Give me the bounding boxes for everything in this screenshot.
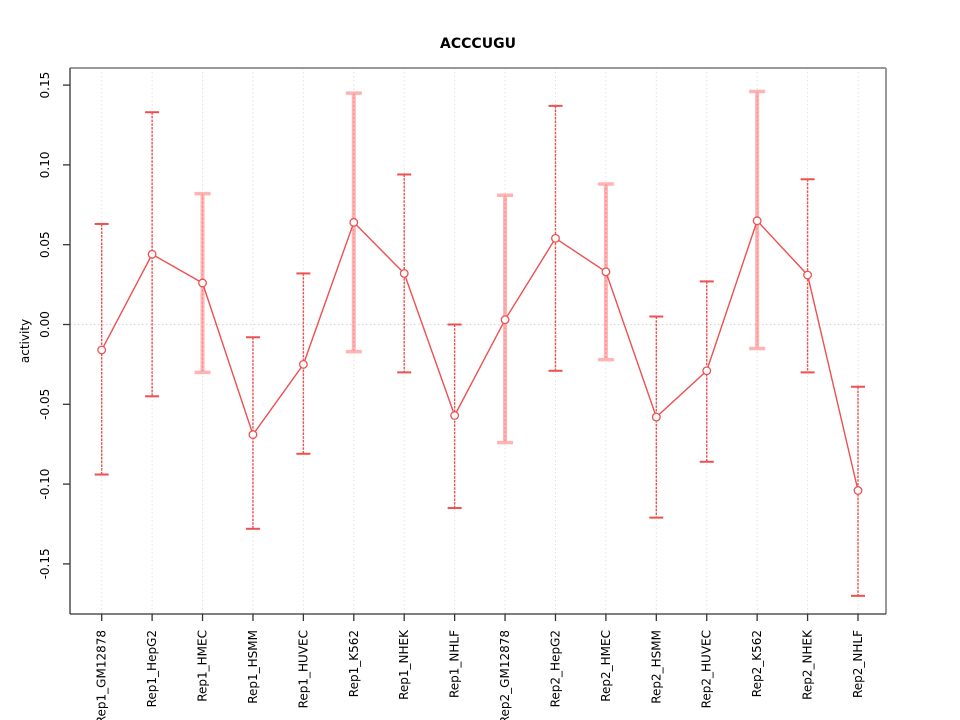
data-point [298, 359, 308, 369]
y-tick-label: -0.10 [38, 469, 52, 500]
x-tick-label: Rep2_NHEK [801, 629, 815, 700]
y-tick-label: -0.05 [38, 389, 52, 420]
x-tick-label: Rep2_GM12878 [498, 630, 512, 720]
chart-title: ACCCUGU [440, 36, 516, 52]
y-tick-label: -0.15 [38, 548, 52, 579]
data-point [147, 249, 157, 259]
x-tick-label: Rep1_K562 [347, 630, 361, 697]
data-point [97, 345, 107, 355]
x-tick-label: Rep2_HSMM [649, 630, 663, 704]
series-line [101, 219, 859, 491]
data-point [198, 278, 207, 288]
data-point [601, 267, 611, 277]
y-tick-label: 0.05 [38, 231, 52, 258]
x-tick-label: Rep1_HMEC [196, 630, 210, 702]
y-tick-label: 0.15 [38, 72, 52, 99]
x-tick-label: Rep2_K562 [750, 630, 764, 697]
data-point [803, 270, 813, 280]
x-tick-label: Rep1_NHEK [397, 629, 411, 700]
data-point [551, 233, 560, 243]
x-tick-label: Rep2_HMEC [599, 630, 613, 702]
x-tick-label: Rep2_HUVEC [700, 630, 714, 708]
x-tick-label: Rep2_NHLF [851, 630, 865, 698]
x-tick-label: Rep2_HepG2 [548, 630, 562, 707]
x-tick-label: Rep1_GM12878 [95, 630, 109, 720]
x-tick-label: Rep1_HSMM [246, 630, 260, 704]
y-axis-label: activity [18, 319, 32, 363]
data-point [399, 268, 409, 278]
data-point [702, 366, 712, 376]
x-tick-label: Rep1_HepG2 [145, 630, 159, 707]
data-point [752, 216, 762, 226]
data-point [853, 486, 863, 495]
data-point [500, 315, 510, 325]
data-point [248, 430, 258, 440]
y-tick-label: 0.00 [38, 311, 52, 338]
data-point [349, 217, 359, 227]
data-point [450, 411, 460, 420]
y-tick-label: 0.10 [38, 152, 52, 179]
data-point [651, 412, 661, 422]
x-tick-label: Rep1_NHLF [448, 630, 462, 698]
x-tick-label: Rep1_HUVEC [296, 630, 310, 708]
